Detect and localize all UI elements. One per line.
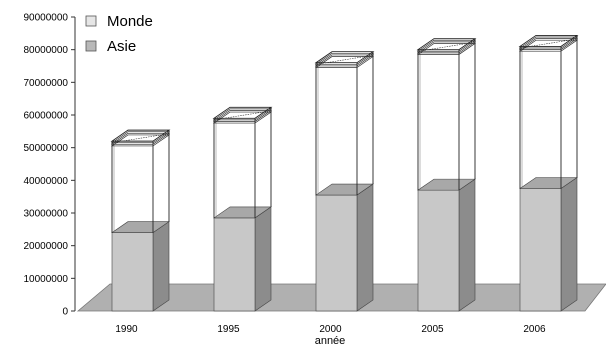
bar-asie (213, 206, 272, 312)
y-tick-label: 50000000 (24, 143, 69, 154)
bar-asie-front (519, 188, 562, 312)
bar-monde-top-layer (212, 110, 273, 122)
bar-monde (416, 38, 477, 191)
y-tick-label: 10000000 (24, 274, 69, 285)
legend-label: Monde (107, 13, 153, 30)
bar-asie-front (417, 189, 460, 312)
bar-monde-top-layer (212, 111, 273, 124)
bar-monde-hatch (523, 39, 575, 48)
bar-asie-side (458, 178, 476, 312)
bar-monde-top-layer (518, 39, 579, 52)
y-axis: 0 10000000 20000000 30000000 40000000 5000000… (24, 13, 76, 318)
bar-asie (315, 183, 374, 312)
bar-monde-top-layer (110, 132, 171, 145)
y-tick-label: 0 (62, 307, 68, 318)
legend-item: Asie (85, 38, 136, 55)
bar-group (110, 129, 171, 312)
bar-monde-top-layer (110, 131, 171, 144)
bar-group (518, 34, 579, 312)
bar-monde-hatch (319, 55, 371, 65)
bar-asie (111, 221, 170, 312)
bar-monde-top-layer (416, 39, 477, 52)
x-axis-title: année (315, 335, 346, 347)
bar-asie-front (315, 194, 358, 312)
bar-asie-side (152, 221, 170, 312)
legend-swatch (85, 40, 97, 52)
legend-label: Asie (107, 38, 136, 55)
bar-monde-top-layer (416, 41, 477, 54)
x-tick-label: 2005 (421, 324, 444, 335)
bars (110, 34, 579, 312)
bar-monde-hatch (217, 110, 269, 120)
y-tick-label: 80000000 (24, 45, 69, 56)
y-tick-label: 40000000 (24, 176, 69, 187)
x-tick-label: 1990 (115, 324, 138, 335)
x-tick-label: 2000 (319, 324, 342, 335)
bar-asie-front (111, 232, 154, 312)
bar-monde (518, 34, 579, 189)
y-tick-label: 70000000 (24, 78, 69, 89)
legend-item: Monde (85, 13, 153, 30)
bar-monde (314, 51, 375, 196)
y-tick-label: 90000000 (24, 13, 69, 24)
bar-monde-top-layer (110, 134, 171, 147)
bar-monde-hatch (115, 133, 167, 143)
x-tick-label: 1995 (217, 324, 240, 335)
bar-asie (519, 176, 578, 312)
bar-monde-top-layer (314, 52, 375, 65)
bar-group (314, 51, 375, 312)
x-tick-label: 2006 (523, 324, 546, 335)
bar-monde (110, 129, 171, 233)
bar-asie (417, 178, 476, 312)
y-tick-label: 30000000 (24, 209, 69, 220)
y-tick-label: 20000000 (24, 241, 69, 252)
bar-monde-top-layer (314, 56, 375, 68)
bar-monde-top-layer (212, 108, 273, 121)
bar-monde (212, 106, 273, 218)
bar-asie-front (213, 217, 256, 312)
bar-monde-top-layer (314, 54, 375, 67)
bar-asie-side (254, 206, 272, 312)
bar-monde-top-layer (416, 43, 477, 55)
bar-asie-side (560, 176, 578, 312)
bar-asie-side (356, 183, 374, 312)
y-tick-label: 60000000 (24, 111, 69, 122)
x-axis-labels: 1990 1995 2000 2005 2006 (115, 324, 546, 335)
legend-swatch (85, 15, 97, 27)
bar-monde-hatch (421, 42, 473, 51)
bar-group (416, 38, 477, 312)
bar-monde-top-layer (518, 36, 579, 49)
bar-monde-top-layer (518, 38, 579, 50)
legend: Monde Asie (85, 13, 153, 55)
bar-group (212, 106, 273, 312)
